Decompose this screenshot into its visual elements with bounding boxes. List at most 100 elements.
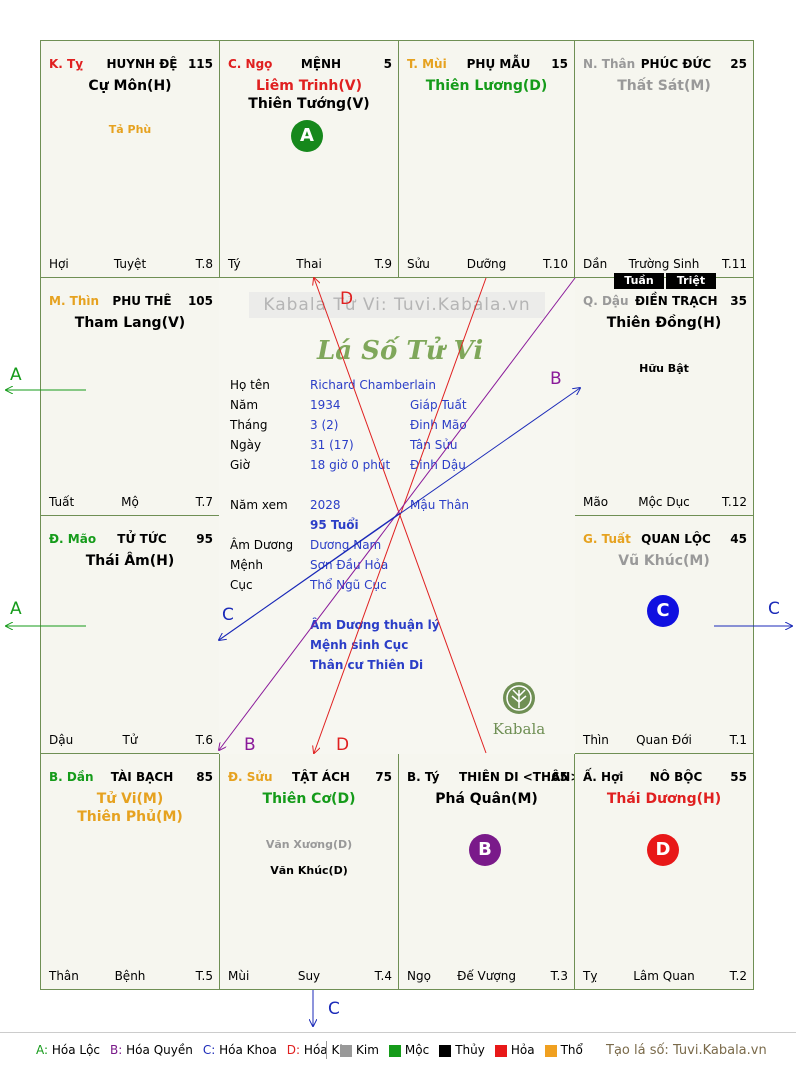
badge-b: B: [469, 834, 501, 866]
cell-foot-left: Thìn: [583, 733, 609, 747]
color-swatch: [340, 1044, 352, 1057]
main-star: Cự Môn(H): [88, 78, 172, 94]
badge-d: D: [647, 834, 679, 866]
palace-number: 105: [187, 294, 213, 308]
info-key: Tháng: [230, 418, 268, 432]
legend-divider: [326, 1041, 327, 1059]
cell-foot-center: Suy: [297, 969, 321, 983]
legend-transformations: A: Hóa Lộc B: Hóa Quyền C: Hóa Khoa D: Hóa …: [36, 1043, 353, 1057]
minor-star: Tả Phù: [108, 123, 152, 136]
palace-number: 35: [730, 294, 747, 308]
info-key: Năm: [230, 398, 259, 412]
legend-element: Kim: [340, 1043, 379, 1057]
info-value: 2028: [310, 498, 341, 512]
legend-item: B: Hóa Quyền: [110, 1043, 193, 1057]
info-key: Giờ: [230, 458, 250, 472]
color-swatch: [439, 1044, 452, 1057]
kabala-logo-text: Kabala: [493, 720, 545, 738]
color-swatch: [544, 1044, 557, 1057]
palace-tu-tuc: Đ. Mão TỬ TỨC 95 Thái Âm(H) Dậu Tử T.6: [40, 515, 220, 754]
cell-foot-left: Ngọ: [407, 969, 431, 983]
minor-star: Văn Xương(D): [265, 838, 353, 851]
cell-foot-left: Hợi: [49, 257, 69, 271]
legend-element: Thủy: [439, 1043, 485, 1057]
palace-dien-trach: Q. Dậu ĐIỀN TRẠCH 35 Thiên Đồng(H) Hữu Bật Mã…: [574, 277, 754, 516]
info-key: Cục: [230, 578, 253, 592]
cell-foot-right: T.5: [195, 969, 213, 983]
cell-foot-left: Tuất: [49, 495, 75, 509]
palace-number: 75: [375, 770, 392, 784]
info-key: Âm Dương: [230, 538, 294, 552]
main-star: Thiên Lương(D): [425, 78, 548, 94]
palace-number: 45: [730, 532, 747, 546]
palace-number: 55: [730, 770, 747, 784]
branch-label: C. Ngọ: [228, 57, 273, 71]
legend-elements: Kim Mộc Thủy Hỏa Thổ: [340, 1043, 593, 1057]
palace-huynh-de: K. Tỵ HUYNH ĐỆ 115 Cự Môn(H) Tả Phù Hợi Tuyệt T…: [40, 40, 220, 278]
info-value-secondary: Giáp Tuất: [410, 398, 467, 412]
palace-name: PHU THÊ: [112, 294, 172, 308]
kabala-logo: Kabala: [493, 682, 545, 738]
branch-label: G. Tuất: [583, 532, 631, 546]
minor-star: Hữu Bật: [639, 362, 689, 375]
branch-label: M. Thìn: [49, 294, 100, 308]
palace-number: 85: [196, 770, 213, 784]
d-line-lower: [314, 277, 487, 753]
label-c-right: C: [768, 599, 780, 619]
cell-foot-right: T.4: [374, 969, 392, 983]
palace-number: 115: [187, 57, 213, 71]
info-value: 95 Tuổi: [310, 518, 359, 532]
cell-foot-center: Tử: [122, 733, 138, 747]
palace-number: 15: [551, 57, 568, 71]
palace-name: QUAN LỘC: [641, 532, 711, 546]
main-star: Thiên Đồng(H): [606, 315, 722, 331]
cell-foot-left: Dậu: [49, 733, 74, 747]
color-swatch: [494, 1044, 507, 1057]
legend-element: Mộc: [388, 1043, 429, 1057]
cell-foot-left: Tý: [228, 257, 241, 271]
cell-foot-right: T.1: [729, 733, 747, 747]
info-value-secondary: Đinh Dậu: [410, 458, 466, 472]
info-value: 31 (17): [310, 438, 354, 452]
palace-phu-the: M. Thìn PHU THÊ 105 Tham Lang(V) Tuất Mộ T.7: [40, 277, 220, 516]
info-value: Âm Dương thuận lý: [310, 618, 440, 632]
cell-foot-right: T.9: [374, 257, 392, 271]
branch-label: Đ. Sửu: [228, 770, 273, 784]
main-star: Thiên Cơ(D): [262, 791, 356, 807]
main-star: Thiên Phủ(M): [77, 809, 183, 825]
info-value: 1934: [310, 398, 341, 412]
label-b-upper: B: [550, 369, 562, 389]
label-d-upper: D: [340, 289, 353, 309]
cell-foot-center: Mộc Dục: [638, 495, 690, 509]
branch-label: B. Tý: [407, 770, 440, 784]
palace-tai-bach: B. Dần TÀI BẠCH 85 Tử Vi(M) Thiên Phủ(M) Thân…: [40, 753, 220, 990]
info-value: Thân cư Thiên Di: [310, 658, 424, 672]
info-value: Thổ Ngũ Cục: [310, 578, 387, 592]
cell-foot-right: T.7: [195, 495, 213, 509]
palace-name: ĐIỀN TRẠCH: [635, 294, 718, 308]
b-line-lower: [219, 277, 576, 750]
cell-foot-right: T.8: [195, 257, 213, 271]
palace-name: PHÚC ĐỨC: [640, 57, 712, 71]
branch-label: Q. Dậu: [583, 294, 629, 308]
legend-item: D: Hóa Kị: [286, 1043, 343, 1057]
main-star: Tham Lang(V): [74, 315, 186, 331]
cell-foot-center: Mộ: [121, 495, 139, 509]
branch-label: B. Dần: [49, 770, 94, 784]
palace-name: MỆNH: [300, 57, 342, 71]
watermark-text: Kabala Tử Vi: Tuvi.Kabala.vn: [249, 292, 545, 318]
branch-label: Đ. Mão: [49, 532, 97, 546]
info-value: Richard Chamberlain: [310, 378, 436, 392]
palace-name: HUYNH ĐỆ: [106, 57, 178, 71]
cell-foot-center: Tuyệt: [113, 257, 147, 271]
palace-no-boc: Ấ. Hợi NÔ BỘC 55 Thái Dương(H) Tỵ Lâm Quan T.2: [574, 753, 754, 990]
palace-thien-di: B. Tý THIÊN DI <THÂN> 65 Phá Quân(M) Ngọ Đế V…: [398, 753, 575, 990]
palace-tat-ach: Đ. Sửu TẬT ÁCH 75 Thiên Cơ(D) Văn Xương(D) Vă…: [219, 753, 399, 990]
triet-badge: Triệt: [666, 273, 716, 289]
palace-name: TỬ TỨC: [117, 532, 167, 546]
branch-label: T. Mùi: [407, 57, 447, 71]
cell-foot-left: Thân: [49, 969, 79, 983]
cell-foot-right: T.12: [722, 495, 747, 509]
palace-quan-loc: G. Tuất QUAN LỘC 45 Vũ Khúc(M) Thìn Quan Đới T…: [574, 515, 754, 754]
